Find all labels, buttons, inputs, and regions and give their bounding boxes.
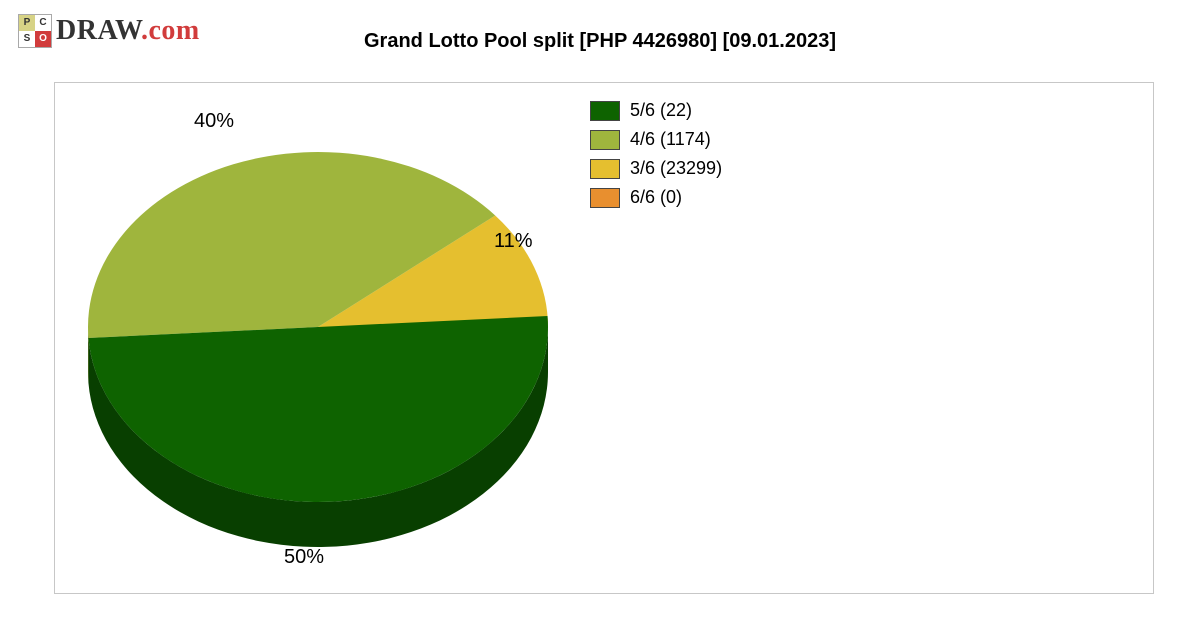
legend-label: 5/6 (22) — [630, 100, 692, 121]
legend-swatch — [590, 101, 620, 121]
pie-svg — [64, 92, 564, 582]
logo-cell: P — [19, 15, 35, 31]
chart-title: Grand Lotto Pool split [PHP 4426980] [09… — [0, 30, 1200, 53]
legend-label: 6/6 (0) — [630, 187, 682, 208]
pie-slice-label: 40% — [194, 110, 234, 133]
pie-chart: 50% 40% 11% — [64, 92, 564, 582]
legend-label: 4/6 (1174) — [630, 129, 711, 150]
logo-cell: C — [35, 15, 51, 31]
legend-swatch — [590, 159, 620, 179]
pie-slice-label: 50% — [284, 546, 324, 569]
legend-swatch — [590, 188, 620, 208]
legend-item: 6/6 (0) — [590, 187, 722, 208]
legend-item: 5/6 (22) — [590, 100, 722, 121]
pie-slice-label: 11% — [494, 230, 533, 253]
legend: 5/6 (22) 4/6 (1174) 3/6 (23299) 6/6 (0) — [590, 100, 722, 208]
legend-swatch — [590, 130, 620, 150]
legend-label: 3/6 (23299) — [630, 158, 722, 179]
legend-item: 4/6 (1174) — [590, 129, 722, 150]
legend-item: 3/6 (23299) — [590, 158, 722, 179]
